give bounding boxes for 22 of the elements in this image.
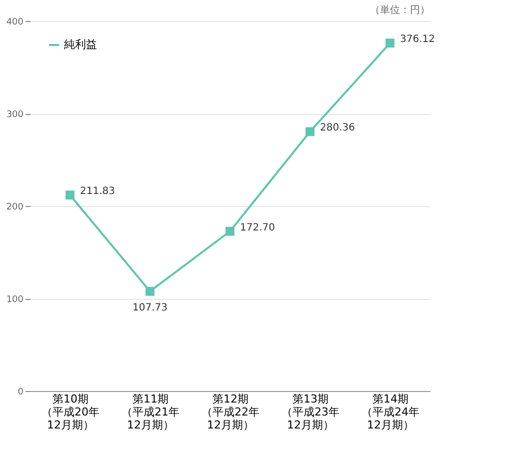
x-tick-label: 第11期（平成21年12月期） [122,392,180,432]
y-tick-label: 300 [6,110,24,120]
point [306,127,314,136]
legend-label: 純利益 [64,38,97,51]
text: （単位：円） [370,4,430,16]
y-tick-label: 100 [6,295,24,305]
point [146,286,154,296]
text: 211.83 [80,186,115,198]
point [226,226,234,236]
text: 376.12 [400,34,435,46]
x-tick-label: 第13期（平成23年12月期） [282,392,340,432]
point [386,38,394,48]
x-tick-label: 第14期（平成24年12月期） [362,392,420,432]
x-tick-label: 第12期（平成22年12月期） [202,392,260,432]
text: 107.73 [132,302,168,314]
y-tick-label: 200 [6,202,24,212]
x-tick-label: 第10期（平成20年12月期） [42,392,100,432]
text: 280.36 [320,122,355,134]
y-tick-label: 400 [6,18,24,28]
point [66,190,74,200]
text: 172.70 [240,222,275,234]
y-tick-label: 0 [18,388,24,398]
